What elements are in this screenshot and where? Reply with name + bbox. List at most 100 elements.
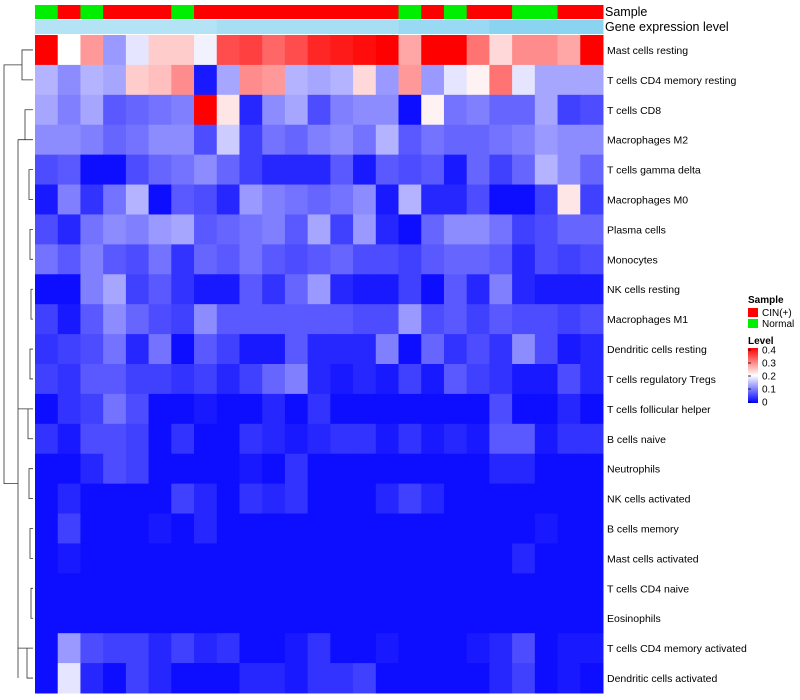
heatmap-cell [239, 543, 263, 574]
heatmap-cell [80, 35, 104, 66]
heatmap-cell [35, 364, 59, 395]
heatmap-cell [216, 184, 240, 215]
heatmap-cell [148, 513, 172, 544]
expression-annotation-cell [443, 20, 468, 34]
heatmap-cell [330, 35, 354, 66]
heatmap-cell [330, 423, 354, 455]
heatmap-cell [239, 244, 263, 275]
heatmap-cell [80, 124, 104, 156]
heatmap-cell [353, 393, 377, 425]
heatmap-cell [375, 483, 400, 515]
heatmap-cell [216, 64, 240, 96]
sample-annotation-cell [489, 5, 513, 19]
heatmap-cell [148, 94, 172, 126]
heatmap-cell [35, 64, 59, 96]
heatmap-cell [216, 393, 240, 425]
legend-label-normal: Normal [762, 319, 794, 330]
heatmap-cell [353, 603, 377, 634]
heatmap-cell [353, 633, 377, 664]
heatmap-cell [489, 364, 513, 395]
legend-sample-title: Sample [748, 295, 784, 306]
row-label: Macrophages M0 [607, 195, 688, 207]
heatmap-cell [171, 663, 195, 694]
heatmap-cell [466, 543, 490, 574]
heatmap-cell [330, 214, 354, 245]
row-label: Eosinophils [607, 613, 661, 625]
heatmap-cell [421, 513, 445, 544]
heatmap-cell [216, 274, 240, 305]
heatmap-cell [148, 304, 172, 335]
heatmap-cell [284, 603, 309, 634]
heatmap-cell [489, 64, 513, 96]
heatmap-cell [103, 393, 127, 425]
heatmap-cell [307, 124, 331, 156]
heatmap-cell [307, 663, 331, 694]
heatmap-cell [307, 513, 331, 544]
heatmap-cell [534, 453, 559, 485]
sample-annotation-cell [148, 5, 172, 19]
heatmap-cell [284, 35, 309, 66]
heatmap-cell [421, 214, 445, 245]
heatmap-cell [534, 663, 559, 694]
heatmap-cell [57, 94, 81, 126]
heatmap-cell [580, 244, 604, 275]
heatmap-cell [194, 663, 218, 694]
heatmap-cell [171, 274, 195, 305]
heatmap-cell [398, 244, 422, 275]
sample-annotation-track [35, 5, 604, 19]
heatmap-cell [466, 663, 490, 694]
heatmap-cell [125, 124, 150, 156]
heatmap-cell [35, 334, 59, 365]
heatmap-cell [35, 543, 59, 574]
heatmap-cell [557, 244, 581, 275]
heatmap-cell [103, 304, 127, 335]
heatmap-cell [125, 334, 150, 365]
heatmap-cell [421, 453, 445, 485]
heatmap-cell [421, 483, 445, 515]
heatmap-cell [307, 603, 331, 634]
heatmap-cell [262, 663, 286, 694]
heatmap-cell [171, 543, 195, 574]
expression-annotation-cell [580, 20, 604, 34]
sample-annotation-cell [330, 5, 354, 19]
heatmap-cell [103, 364, 127, 395]
heatmap-cell [148, 35, 172, 66]
heatmap-cell [262, 543, 286, 574]
heatmap-cell [443, 393, 468, 425]
heatmap-cell [57, 124, 81, 156]
heatmap-cell [534, 364, 559, 395]
heatmap-cell [512, 393, 536, 425]
heatmap-cell [489, 663, 513, 694]
sample-annotation-cell [375, 5, 400, 19]
heatmap-cell [443, 663, 468, 694]
dendrogram-branch [29, 348, 33, 380]
heatmap-cell [307, 543, 331, 574]
heatmap-cell [421, 543, 445, 574]
heatmap-cell [35, 663, 59, 694]
heatmap-cell [534, 154, 559, 186]
legend-swatch-cin [748, 308, 758, 317]
expression-annotation-cell [125, 20, 150, 34]
heatmap-cell [125, 214, 150, 245]
heatmap-cell [375, 35, 400, 66]
heatmap-cell [353, 94, 377, 126]
heatmap-cell [194, 603, 218, 634]
heatmap-cell [216, 663, 240, 694]
heatmap-cell [307, 633, 331, 664]
heatmap-cell [216, 124, 240, 156]
heatmap-cell [375, 603, 400, 634]
heatmap-cell [80, 364, 104, 395]
heatmap-cell [375, 513, 400, 544]
heatmap-cell [35, 154, 59, 186]
heatmap-cell [103, 483, 127, 515]
heatmap-cell [398, 35, 422, 66]
heatmap-cell [239, 663, 263, 694]
heatmap-cell [466, 274, 490, 305]
heatmap-cell [557, 603, 581, 634]
heatmap-cell [489, 633, 513, 664]
heatmap-cell [580, 154, 604, 186]
expression-annotation-cell [307, 20, 331, 34]
heatmap-cell [557, 304, 581, 335]
heatmap-cell [489, 393, 513, 425]
heatmap-cell [262, 513, 286, 544]
